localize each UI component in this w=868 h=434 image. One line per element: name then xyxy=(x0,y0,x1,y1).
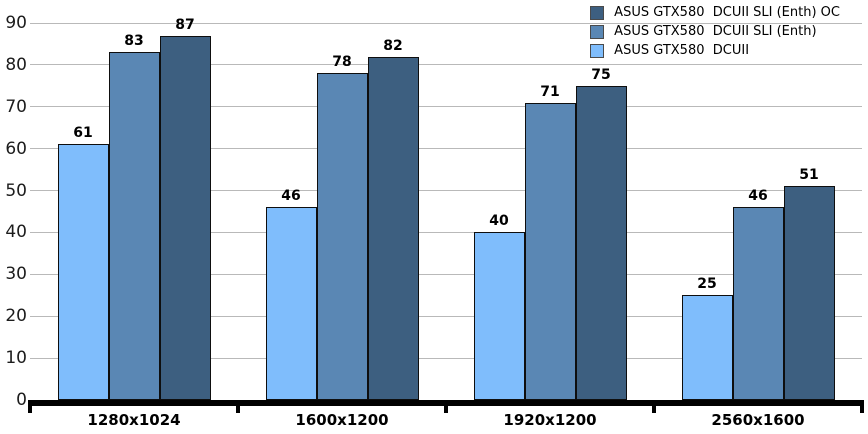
y-tick-label: 40 xyxy=(5,222,27,243)
y-tick-label: 50 xyxy=(5,180,27,201)
bar-value-label: 25 xyxy=(697,276,717,293)
bar-value-label: 78 xyxy=(332,54,352,71)
y-tick-label: 30 xyxy=(5,264,27,285)
grid-line xyxy=(30,357,862,359)
x-axis-tick xyxy=(236,400,240,413)
y-tick-label: 80 xyxy=(5,54,27,75)
bar xyxy=(367,56,419,400)
grid-line xyxy=(30,64,862,66)
x-category-label: 1600x1200 xyxy=(295,411,389,429)
bar xyxy=(265,207,317,400)
bar-value-label: 51 xyxy=(799,167,819,184)
x-axis-tick xyxy=(28,400,32,413)
bar-value-label: 71 xyxy=(540,83,560,100)
legend: ASUS GTX580 DCUII SLI (Enth) OC ASUS GTX5… xyxy=(590,3,840,60)
bar-value-label: 46 xyxy=(748,188,768,205)
bar xyxy=(783,186,835,400)
legend-item: ASUS GTX580 DCUII SLI (Enth) OC xyxy=(590,3,840,22)
legend-swatch xyxy=(590,24,605,39)
bar-value-label: 40 xyxy=(489,213,509,230)
bar xyxy=(575,85,627,400)
bar xyxy=(732,207,784,400)
legend-item: ASUS GTX580 DCUII SLI (Enth) xyxy=(590,22,840,41)
bar-value-label: 87 xyxy=(175,16,195,33)
x-category-label: 2560x1600 xyxy=(711,411,805,429)
grid-line xyxy=(30,231,862,233)
y-tick-label: 90 xyxy=(5,13,27,33)
bar-value-label: 46 xyxy=(281,188,301,205)
grid-line xyxy=(30,148,862,150)
bar xyxy=(316,73,368,400)
bar xyxy=(57,144,109,400)
x-axis-tick xyxy=(444,400,448,413)
y-tick-label: 0 xyxy=(16,390,27,410)
bar xyxy=(524,102,576,400)
bar-value-label: 61 xyxy=(73,125,93,142)
grid-line xyxy=(30,273,862,275)
legend-label: ASUS GTX580 DCUII SLI (Enth) xyxy=(614,24,817,39)
x-axis-tick xyxy=(652,400,656,413)
grid-line xyxy=(30,22,862,24)
y-tick-label: 20 xyxy=(5,306,27,327)
legend-label: ASUS GTX580 DCUII xyxy=(614,43,750,58)
bar xyxy=(108,52,160,400)
legend-swatch xyxy=(590,43,605,58)
bar-value-label: 83 xyxy=(124,33,144,50)
grid-line xyxy=(30,106,862,108)
legend-swatch xyxy=(590,5,605,20)
x-axis-tick xyxy=(860,400,864,413)
legend-item: ASUS GTX580 DCUII xyxy=(590,41,840,60)
bar-value-label: 82 xyxy=(383,37,403,54)
bar xyxy=(473,232,525,400)
bar-value-label: 75 xyxy=(591,66,611,83)
bar xyxy=(681,295,733,400)
grid-line xyxy=(30,315,862,317)
legend-label: ASUS GTX580 DCUII SLI (Enth) OC xyxy=(614,5,840,20)
bar xyxy=(159,35,211,400)
grid-line xyxy=(30,190,862,192)
y-tick-label: 60 xyxy=(5,138,27,159)
x-category-label: 1920x1200 xyxy=(503,411,597,429)
x-category-label: 1280x1024 xyxy=(87,411,181,429)
y-tick-label: 70 xyxy=(5,96,27,117)
y-tick-label: 10 xyxy=(5,348,27,369)
